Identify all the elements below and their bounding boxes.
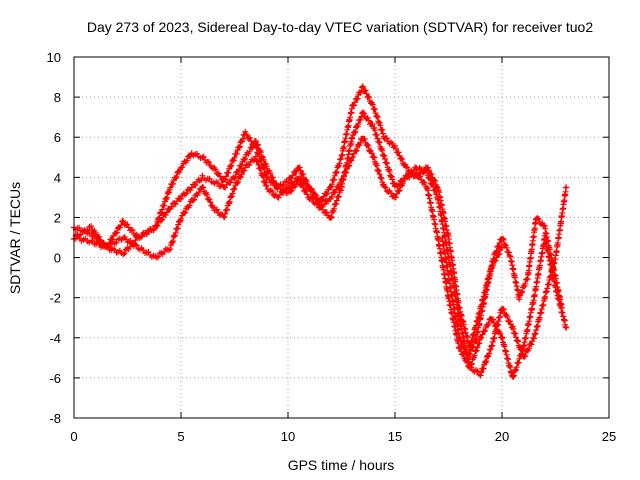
y-tick-label: -6: [49, 371, 61, 386]
x-tick-label: 15: [388, 429, 402, 444]
plot-frame: [73, 56, 610, 419]
x-tick-label: 25: [602, 429, 616, 444]
grid-lines: [74, 57, 609, 418]
series-track-4: [439, 215, 565, 362]
series-markers: [439, 215, 565, 362]
x-tick-label: 20: [495, 429, 509, 444]
y-tick-label: -2: [49, 291, 61, 306]
x-tick-label: 10: [281, 429, 295, 444]
y-tick-label: 6: [54, 130, 61, 145]
y-tick-label: 10: [47, 50, 61, 65]
y-tick-label: 2: [54, 210, 61, 225]
y-tick-label: 4: [54, 170, 61, 185]
series-track-2: [71, 109, 570, 379]
axis-ticks: 0 5 10 15 20 25 -8 -6 -4 -2 0 2 4 6 8 10: [47, 50, 617, 444]
y-tick-label: 8: [54, 90, 61, 105]
chart-title: Day 273 of 2023, Sidereal Day-to-day VTE…: [87, 19, 594, 35]
x-tick-label: 0: [70, 429, 77, 444]
y-tick-label: -8: [49, 411, 61, 426]
x-tick-label: 5: [177, 429, 184, 444]
series-markers: [71, 109, 570, 379]
y-axis-label: SDTVAR / TECUs: [7, 182, 23, 294]
y-tick-label: -4: [49, 331, 61, 346]
data-points: [71, 83, 570, 380]
y-tick-label: 0: [54, 251, 61, 266]
x-axis-label: GPS time / hours: [288, 457, 395, 473]
